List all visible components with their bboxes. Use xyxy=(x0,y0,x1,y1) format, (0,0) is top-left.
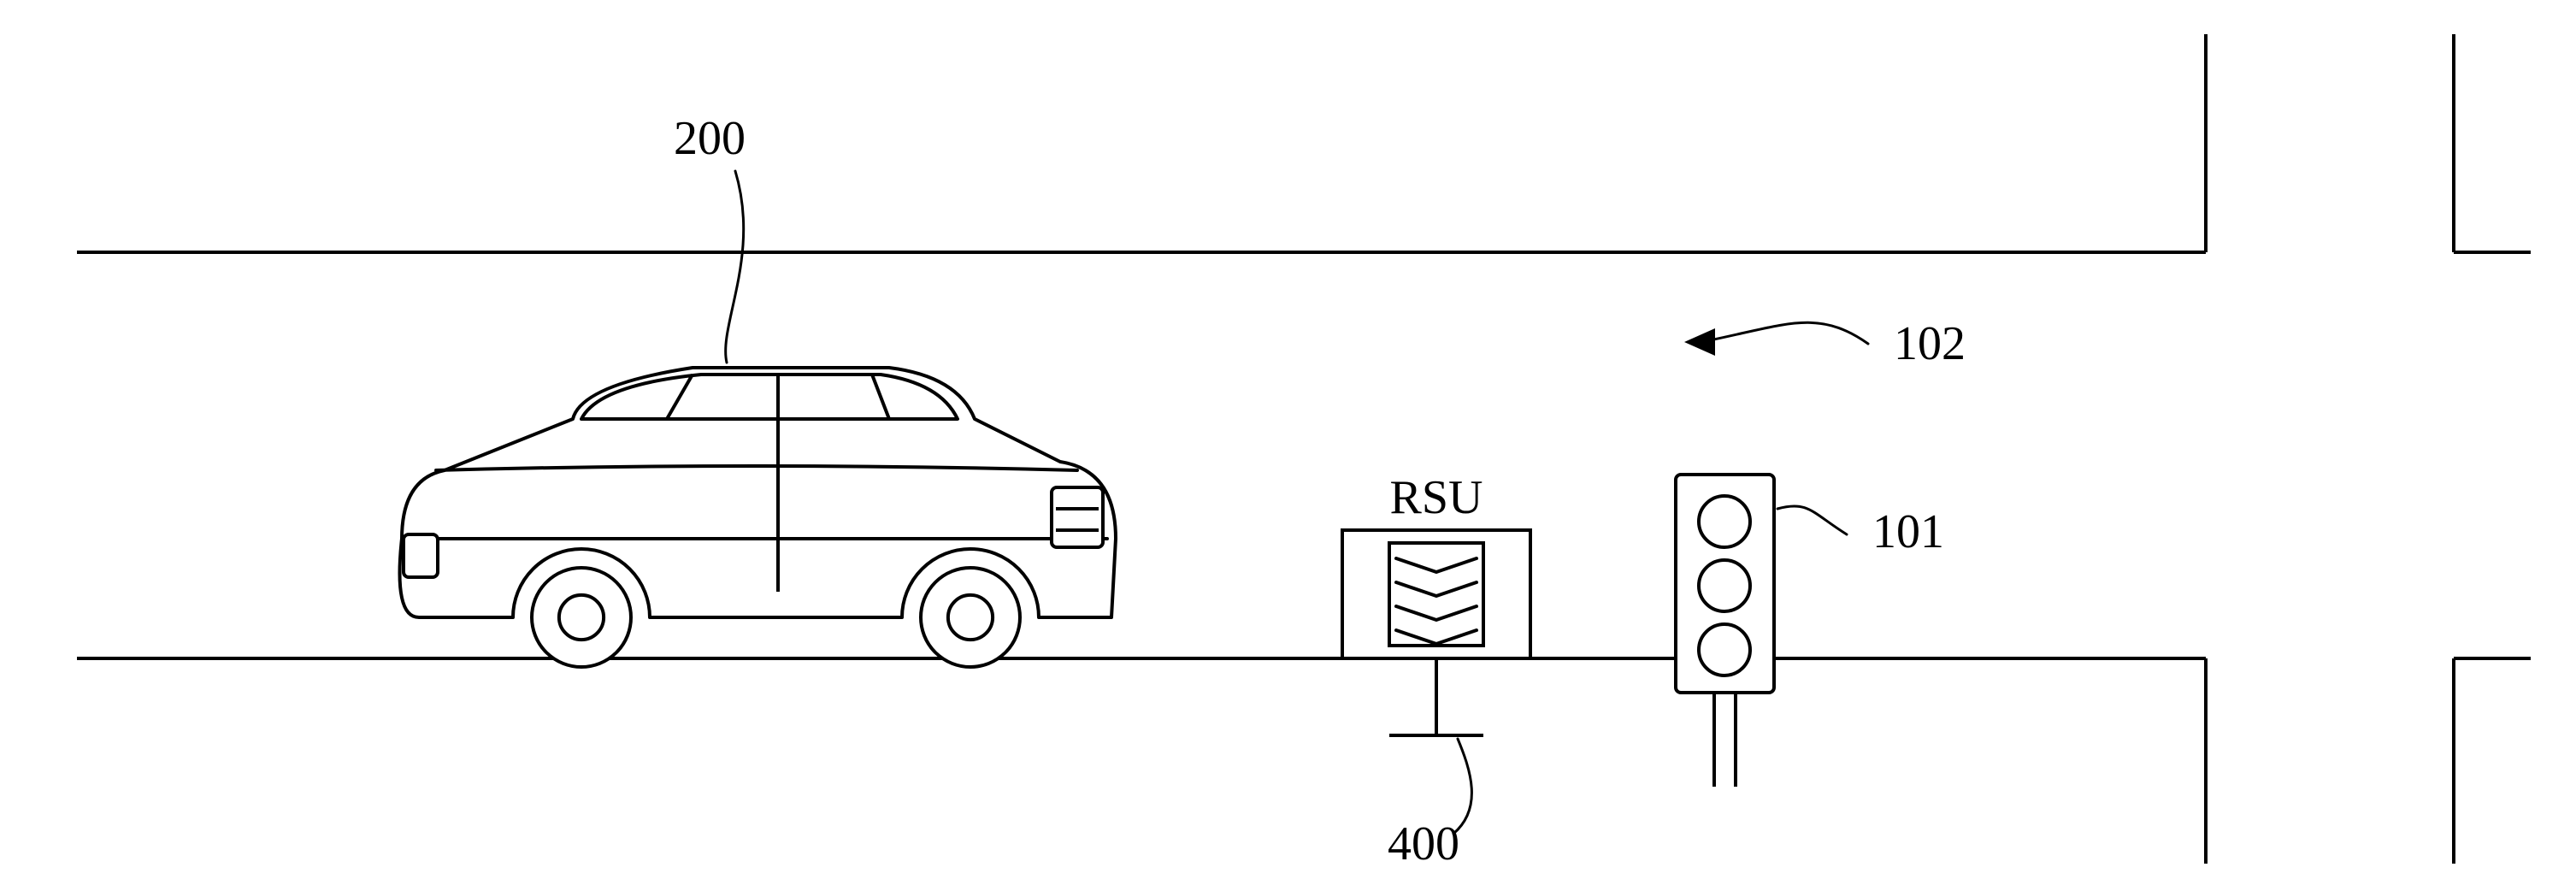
rsu-label: RSU xyxy=(1390,471,1483,524)
leader-200 xyxy=(726,171,744,363)
vehicle xyxy=(400,368,1117,667)
arrowhead-102 xyxy=(1684,328,1715,356)
ref-102: 102 xyxy=(1894,317,1966,370)
ref-400: 400 xyxy=(1388,817,1459,870)
ref-200: 200 xyxy=(674,112,746,165)
traffic-light xyxy=(1676,475,1774,787)
leader-101 xyxy=(1777,506,1847,534)
road-intersection xyxy=(77,34,2531,864)
ref-101: 101 xyxy=(1872,505,1944,558)
leader-102 xyxy=(1701,322,1868,344)
rsu-unit: RSU xyxy=(1342,471,1530,735)
